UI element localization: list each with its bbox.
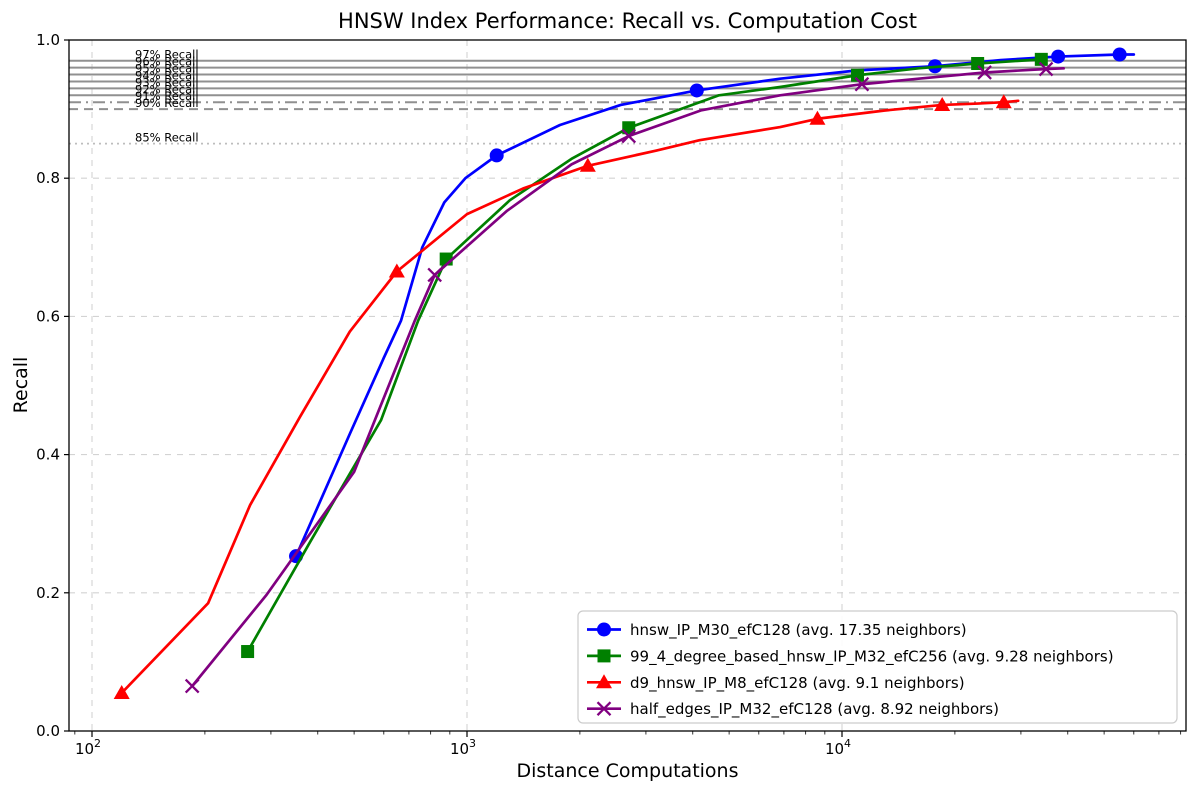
legend-item: hnsw_IP_M30_efC128 (avg. 17.35 neighbors… [587, 621, 967, 640]
recall-threshold-label: 96% Recall [135, 55, 199, 69]
recall-threshold-label: 85% Recall [135, 131, 199, 145]
series-line [246, 57, 1043, 653]
recall-threshold-label: 93% Recall [135, 75, 199, 89]
x-tick-base: 10 [825, 740, 844, 758]
data-point-marker [427, 267, 442, 283]
data-point-marker [851, 68, 865, 82]
data-point-marker [977, 65, 992, 80]
series-line [294, 53, 1136, 558]
legend-item: half_edges_IP_M32_efC128 (avg. 8.92 neig… [587, 700, 999, 719]
recall-threshold-label: 94% Recall [135, 68, 199, 82]
data-point-marker [489, 148, 504, 163]
y-tick-label: 0.6 [36, 307, 60, 325]
x-tick-base: 10 [450, 740, 469, 758]
data-point-marker [1034, 52, 1048, 66]
recall-threshold-label: 91% Recall [135, 89, 199, 103]
data-point-marker [1038, 61, 1054, 77]
legend-label: half_edges_IP_M32_efC128 (avg. 8.92 neig… [630, 700, 999, 719]
y-tick-label: 0.2 [36, 584, 60, 602]
x-tick-exponent: 3 [469, 737, 476, 750]
y-tick-label: 0.0 [36, 722, 60, 740]
data-point-marker [1112, 47, 1127, 62]
y-axis-label: Recall [10, 356, 32, 414]
data-point-marker [241, 645, 255, 659]
chart-title: HNSW Index Performance: Recall vs. Compu… [338, 9, 917, 33]
data-point-marker [934, 96, 951, 111]
legend-box [577, 610, 1178, 724]
legend-label: d9_hnsw_IP_M8_efC128 (avg. 9.1 neighbors… [630, 674, 965, 693]
data-point-marker [995, 94, 1012, 109]
legend-marker [597, 622, 611, 637]
x-tick-base: 10 [75, 740, 94, 758]
recall-threshold-label: 92% Recall [135, 82, 199, 96]
data-point-marker [689, 83, 704, 98]
legend-marker [597, 649, 611, 663]
recall-threshold-label: 97% Recall [135, 48, 199, 62]
data-point-marker [622, 121, 636, 135]
data-point-marker [388, 263, 405, 278]
y-tick-label: 0.8 [36, 169, 60, 187]
legend: hnsw_IP_M30_efC128 (avg. 17.35 neighbors… [577, 610, 1178, 724]
plot-border [68, 39, 1187, 732]
recall-threshold-label: 90% Recall [135, 96, 199, 110]
data-point-marker [621, 128, 637, 144]
data-point-marker [113, 684, 130, 699]
x-tick-label: 104 [825, 737, 851, 758]
recall-threshold-label: 95% Recall [135, 62, 199, 76]
x-tick-label: 102 [75, 737, 101, 758]
data-point-marker [579, 157, 596, 172]
x-tick-exponent: 4 [844, 737, 851, 750]
data-point-marker [971, 56, 985, 70]
legend-marker [596, 674, 612, 689]
x-axis-label: Distance Computations [516, 760, 739, 782]
x-tick-exponent: 2 [94, 737, 101, 750]
data-point-marker [184, 678, 200, 694]
data-point-marker [1051, 49, 1066, 64]
legend-marker [596, 701, 612, 717]
data-point-marker [809, 110, 826, 125]
legend-label: 99_4_degree_based_hnsw_IP_M32_efC256 (av… [630, 647, 1114, 666]
y-tick-label: 1.0 [36, 31, 60, 49]
legend-item: 99_4_degree_based_hnsw_IP_M32_efC256 (av… [587, 647, 1114, 666]
x-tick-label: 103 [450, 737, 476, 758]
legend-item: d9_hnsw_IP_M8_efC128 (avg. 9.1 neighbors… [587, 674, 965, 693]
series-line [120, 99, 1020, 695]
data-point-marker [854, 76, 870, 92]
y-tick-label: 0.4 [36, 446, 60, 464]
legend-label: hnsw_IP_M30_efC128 (avg. 17.35 neighbors… [630, 621, 967, 640]
